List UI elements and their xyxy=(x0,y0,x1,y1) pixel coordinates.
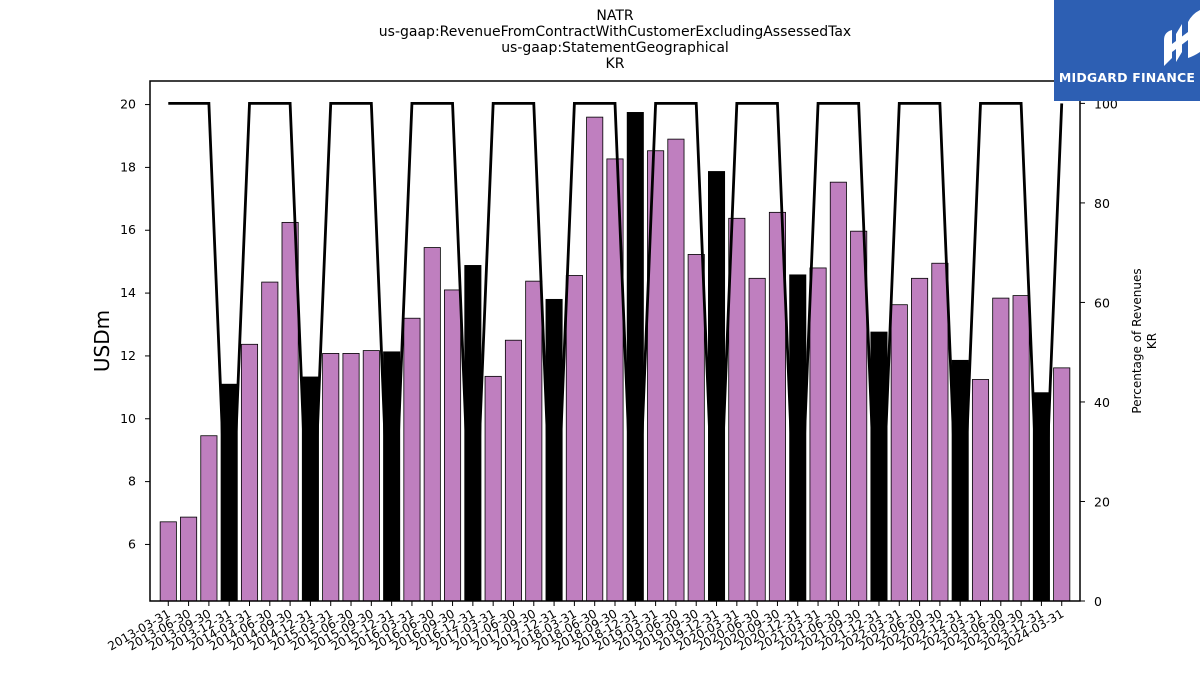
bar-2021-09-30 xyxy=(850,230,868,602)
bar-2018-06-30 xyxy=(586,116,604,602)
title-line-1: NATR xyxy=(596,8,634,24)
y-tick-label: 8 xyxy=(128,474,136,489)
bar-2022-09-30 xyxy=(931,262,949,602)
y-tick-label: 16 xyxy=(120,222,136,237)
chart-title: NATR us-gaap:RevenueFromContractWithCust… xyxy=(379,8,851,72)
bar-2020-06-30 xyxy=(748,277,766,602)
bar-2019-09-30 xyxy=(687,254,705,602)
y-tick-label: 6 xyxy=(128,536,136,551)
midgard-logo-icon xyxy=(1164,10,1200,66)
y-tick-label: 10 xyxy=(120,411,136,426)
y2-tick-label: 80 xyxy=(1094,196,1110,211)
y-tick-label: 12 xyxy=(120,348,136,363)
bar-2021-03-31 xyxy=(809,267,827,602)
line-group xyxy=(168,101,1064,602)
bar-2016-06-30 xyxy=(423,247,441,602)
bar-2019-06-30 xyxy=(667,138,685,602)
y2-axis-label-line-2: KR xyxy=(1145,333,1159,349)
bar-2022-03-31 xyxy=(890,304,908,602)
bar-2018-12-31 xyxy=(626,112,644,602)
percentage-line xyxy=(168,101,1064,602)
bar-2022-06-30 xyxy=(911,277,929,602)
bar-2017-06-30 xyxy=(504,339,522,602)
bar-2023-06-30 xyxy=(992,297,1010,602)
x-axis: 2013-03-312013-06-302013-09-302013-12-31… xyxy=(105,601,1066,653)
bar-2016-03-31 xyxy=(403,317,421,602)
bar-2023-09-30 xyxy=(1012,295,1030,602)
y-tick-label: 14 xyxy=(120,285,136,300)
bar-2024-03-31 xyxy=(1053,367,1071,602)
bar-2014-06-30 xyxy=(261,281,279,602)
bars-group xyxy=(159,112,1071,602)
bar-2017-03-31 xyxy=(484,375,502,602)
bar-2014-09-30 xyxy=(281,221,299,602)
title-line-2: us-gaap:RevenueFromContractWithCustomerE… xyxy=(379,24,851,40)
y2-tick-label: 40 xyxy=(1094,395,1110,410)
bar-2013-03-31 xyxy=(159,521,177,602)
bar-2013-06-30 xyxy=(180,516,198,602)
bar-2015-09-30 xyxy=(362,350,380,602)
y2-axis-label-line-1: Percentage of Revenues xyxy=(1130,268,1144,413)
bar-2016-09-30 xyxy=(444,289,462,602)
y-axis-label: USDm xyxy=(90,310,114,372)
bar-2013-09-30 xyxy=(200,435,218,602)
bar-2023-03-31 xyxy=(971,379,990,602)
y2-tick-label: 60 xyxy=(1094,295,1110,310)
title-line-3: us-gaap:StatementGeographical xyxy=(501,40,729,56)
bar-2018-03-31 xyxy=(565,275,583,602)
y2-tick-label: 20 xyxy=(1094,494,1110,509)
brand-logo: MIDGARD FINANCE xyxy=(1054,0,1200,101)
left-axis: 6 8 10 12 14 16 18 20 xyxy=(120,97,150,551)
y2-tick-label: 0 xyxy=(1094,594,1102,609)
y-tick-label: 20 xyxy=(120,97,136,112)
y-tick-label: 18 xyxy=(120,159,136,174)
bar-2014-03-31 xyxy=(240,343,259,602)
bar-2015-03-31 xyxy=(322,353,340,602)
bar-2019-12-31 xyxy=(708,171,726,602)
title-line-4: KR xyxy=(606,56,625,72)
brand-name: MIDGARD FINANCE xyxy=(1058,70,1196,85)
bar-2015-06-30 xyxy=(342,353,360,602)
bar-2021-06-30 xyxy=(829,181,847,602)
bar-2017-09-30 xyxy=(525,280,543,602)
